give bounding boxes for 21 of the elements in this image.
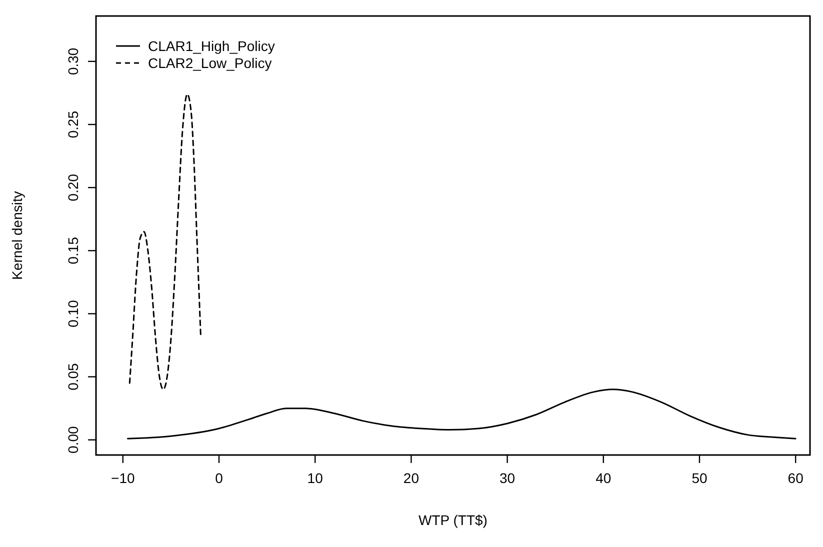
x-tick-label: 60 xyxy=(788,470,804,486)
x-tick-label: 20 xyxy=(403,470,420,486)
y-tick-label: 0.00 xyxy=(65,426,81,454)
x-tick-label: 30 xyxy=(500,470,516,486)
x-tick-label: −10 xyxy=(111,470,135,486)
y-tick-label: 0.10 xyxy=(65,300,81,328)
y-tick-label: 0.30 xyxy=(65,48,81,76)
legend-label: CLAR2_Low_Policy xyxy=(148,55,272,71)
legend-label: CLAR1_High_Policy xyxy=(148,38,275,54)
y-tick-label: 0.05 xyxy=(65,362,81,390)
x-axis-title: WTP (TT$) xyxy=(418,512,488,528)
x-tick-label: 0 xyxy=(215,470,224,486)
line-series xyxy=(128,93,202,390)
line-series xyxy=(126,388,796,440)
y-tick-label: 0.25 xyxy=(65,110,81,138)
y-axis-title: Kernel density xyxy=(9,191,25,280)
y-tick-label: 0.15 xyxy=(65,236,81,264)
x-tick-label: 40 xyxy=(596,470,612,486)
x-tick-label: 10 xyxy=(307,470,324,486)
y-tick-label: 0.20 xyxy=(65,174,81,202)
x-tick-label: 50 xyxy=(692,470,708,486)
